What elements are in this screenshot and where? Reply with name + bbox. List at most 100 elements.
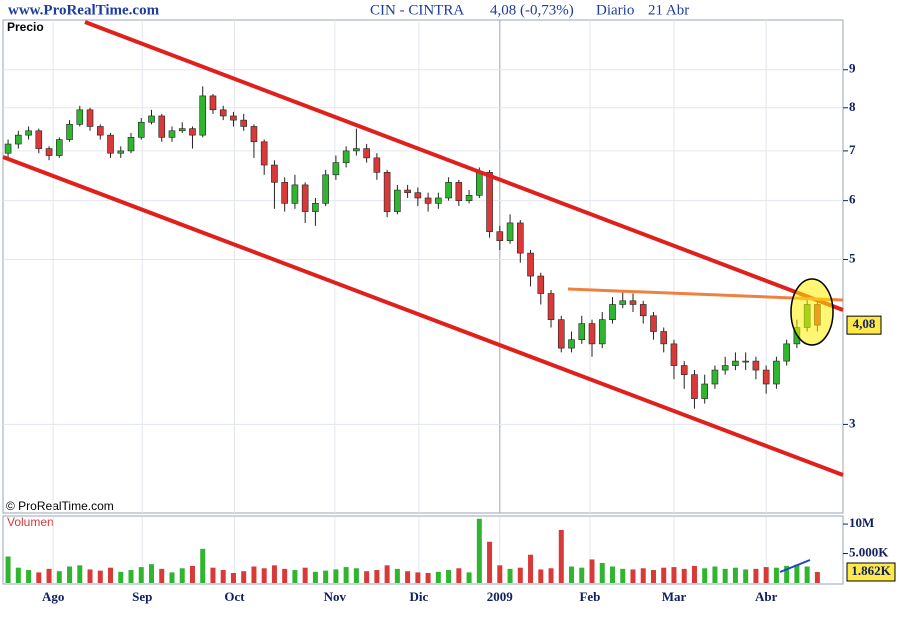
candle-body [168, 130, 176, 138]
volume-bar [394, 568, 400, 583]
volume-bar [118, 571, 124, 583]
volume-bar [271, 565, 277, 583]
volume-bar [87, 569, 93, 583]
channel-lower [2, 155, 844, 477]
volume-bar [804, 566, 810, 583]
copyright: © ProRealTime.com [6, 499, 114, 513]
x-tick-label: Ago [42, 589, 64, 604]
candle-body [137, 121, 145, 138]
volume-bar [517, 567, 523, 583]
candle-body [322, 174, 329, 204]
x-tick-label: Oct [224, 589, 245, 604]
volume-bar [487, 541, 493, 583]
candle-body [260, 141, 268, 166]
volume-bar [282, 568, 288, 583]
volume-bar [425, 572, 431, 583]
candle-body [670, 343, 678, 366]
candle-body [148, 115, 155, 123]
candle-body [465, 195, 473, 201]
candle-body [762, 369, 770, 385]
volume-bar [36, 572, 42, 583]
volume-bar [15, 567, 21, 583]
volume-bar [814, 572, 820, 583]
volume-bar [46, 568, 52, 583]
candle-body [680, 365, 688, 375]
volume-bar [650, 570, 656, 583]
candle-body [752, 360, 760, 371]
volume-bar [302, 567, 308, 583]
volume-bar [784, 565, 790, 583]
last-price-label: 4,08 [853, 316, 876, 331]
last-volume-label: 1.862K [851, 563, 891, 578]
volume-bar [732, 567, 738, 583]
volume-label: Volumen [7, 515, 54, 529]
candle-body [445, 182, 452, 199]
x-tick-label: Sep [132, 589, 152, 604]
volume-bar [415, 572, 421, 583]
candle-body [230, 115, 237, 121]
candle-body [404, 189, 411, 193]
candle-body [363, 148, 370, 159]
volume-bar [558, 529, 564, 583]
volume-bar [353, 568, 359, 583]
candle-body [45, 148, 53, 156]
candle-body [332, 162, 340, 176]
candle-body [281, 182, 288, 204]
candle-body [588, 323, 596, 345]
volume-bar [671, 567, 677, 583]
candle-body [537, 275, 545, 294]
volume-bar [528, 554, 534, 583]
volume-bar [128, 570, 134, 583]
volume-bar [26, 570, 32, 583]
volume-bar [384, 565, 390, 583]
candle-body [117, 150, 125, 154]
volume-bar [343, 567, 349, 583]
candle-body [96, 126, 104, 136]
highlight [790, 278, 834, 346]
volume-bar [569, 566, 575, 583]
volume-bar [702, 568, 708, 583]
price-label: Precio [7, 20, 44, 34]
volume-bar [743, 569, 749, 583]
candle-body [773, 360, 780, 385]
volume-bar [251, 566, 257, 583]
volume-bar [691, 565, 697, 583]
candle-body [557, 319, 565, 349]
volume-bar [466, 572, 472, 583]
volume-bar [210, 567, 216, 583]
candle-body [189, 128, 196, 136]
volume-bar [497, 565, 503, 583]
volume-bar [599, 562, 605, 583]
candle-body [629, 300, 637, 305]
y-tick-label: 8 [849, 99, 856, 114]
candle-body [209, 95, 217, 111]
candle-body [424, 197, 432, 204]
candle-body [660, 331, 668, 345]
candle-body [86, 109, 94, 127]
y-tick-label: 6 [849, 192, 856, 207]
candle-body [4, 143, 12, 154]
volume-bar [640, 568, 646, 583]
site: www.ProRealTime.com [8, 2, 160, 18]
candle-body [76, 109, 84, 125]
price-pane [2, 19, 844, 514]
volume-bar [763, 567, 769, 583]
volume-bar [435, 571, 441, 583]
volume-bar [189, 565, 195, 583]
x-tick-label: 2009 [487, 589, 514, 604]
candle-body [476, 172, 483, 196]
y-tick-label: 9 [849, 61, 856, 76]
candle-body [742, 360, 749, 363]
x-tick-label: Feb [579, 589, 600, 604]
volume-bar [67, 566, 73, 583]
volume-bar [405, 571, 411, 583]
y-tick-label: 3 [849, 415, 856, 430]
candle-body [506, 222, 514, 241]
candle-body [25, 130, 32, 136]
price-box [846, 315, 882, 335]
candle-body [373, 157, 381, 173]
candle-body [15, 134, 22, 145]
volume-bar [169, 572, 175, 583]
volume-bar [97, 570, 103, 583]
